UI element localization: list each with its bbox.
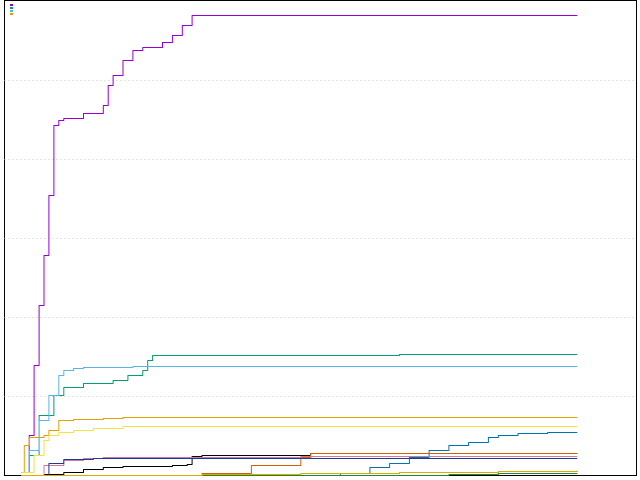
series-line-10: [21, 473, 578, 476]
grid-lines: [4, 80, 637, 397]
series-group: [21, 15, 578, 476]
series-line-11: [21, 470, 578, 476]
series-line-3: [21, 417, 578, 473]
series-line-6: [21, 453, 578, 476]
series-line-0: [21, 15, 578, 473]
legend-swatch-1: [10, 7, 13, 9]
series-line-9: [21, 458, 578, 476]
series-line-2: [21, 366, 578, 473]
legend-swatch-2: [10, 10, 13, 12]
legend: [10, 4, 13, 15]
series-line-4: [21, 426, 578, 473]
legend-swatch-0: [10, 4, 13, 6]
legend-swatch-3: [10, 13, 13, 15]
